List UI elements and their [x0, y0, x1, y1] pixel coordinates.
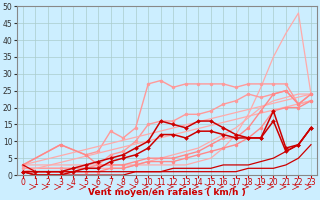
X-axis label: Vent moyen/en rafales ( km/h ): Vent moyen/en rafales ( km/h ) — [88, 188, 246, 197]
